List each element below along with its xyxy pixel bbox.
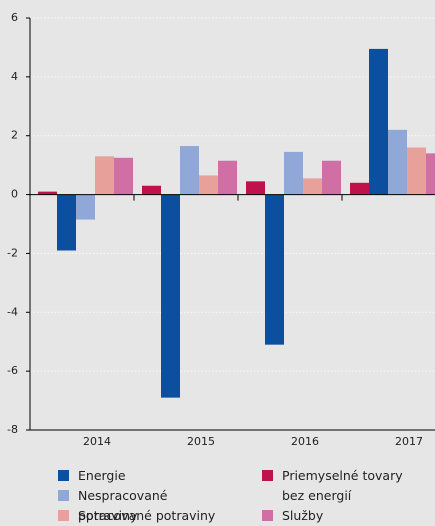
bar — [284, 151, 303, 195]
chart: -8 -6 -4 -2 0 2 4 6 2014 2015 2016 2017 — [7, 11, 435, 448]
legend-swatch — [58, 510, 69, 521]
bar — [407, 147, 426, 195]
x-tick-label: 2015 — [187, 435, 215, 448]
y-tick-label: -4 — [7, 305, 18, 318]
legend-label: Spracované potraviny — [78, 508, 216, 523]
legend-swatch — [58, 490, 69, 501]
y-tick-label: 4 — [11, 70, 18, 83]
bar — [246, 181, 265, 195]
bar — [114, 157, 133, 195]
legend-swatch — [262, 510, 273, 521]
bar — [180, 146, 199, 195]
legend-label: Služby — [282, 508, 324, 523]
y-tick-label: -6 — [7, 364, 18, 377]
bar — [95, 156, 114, 195]
legend-item: Priemyselné tovary bez energií — [262, 466, 427, 506]
legend-item: Služby — [262, 506, 427, 526]
bar — [142, 185, 161, 195]
bar — [38, 191, 57, 195]
legend-item: Energie — [58, 466, 223, 486]
bar — [388, 129, 407, 195]
legend-item: Nespracované potraviny — [58, 486, 223, 526]
y-tick-label: 6 — [11, 11, 18, 24]
x-tick-label: 2017 — [395, 435, 423, 448]
x-tick-label: 2016 — [291, 435, 319, 448]
bar — [426, 153, 435, 195]
bar — [303, 178, 322, 195]
bar — [218, 160, 237, 195]
legend-item: Spracované potraviny — [58, 506, 223, 526]
bar — [199, 175, 218, 195]
x-tick-label: 2014 — [83, 435, 111, 448]
bar — [161, 194, 180, 398]
bar — [322, 160, 341, 195]
y-tick-label: -8 — [7, 423, 18, 436]
bar — [350, 182, 369, 195]
bar — [265, 194, 284, 345]
legend-label: Priemyselné tovary bez energií — [282, 468, 403, 503]
bar — [76, 194, 95, 220]
bar — [369, 48, 388, 195]
legend-label: Energie — [78, 468, 126, 483]
legend-label: Nespracované potraviny — [78, 488, 168, 523]
legend-swatch — [262, 470, 273, 481]
y-tick-label: 2 — [11, 129, 18, 142]
bar — [57, 194, 76, 251]
y-tick-label: 0 — [11, 188, 18, 201]
legend-swatch — [58, 470, 69, 481]
y-tick-label: -2 — [7, 246, 18, 259]
